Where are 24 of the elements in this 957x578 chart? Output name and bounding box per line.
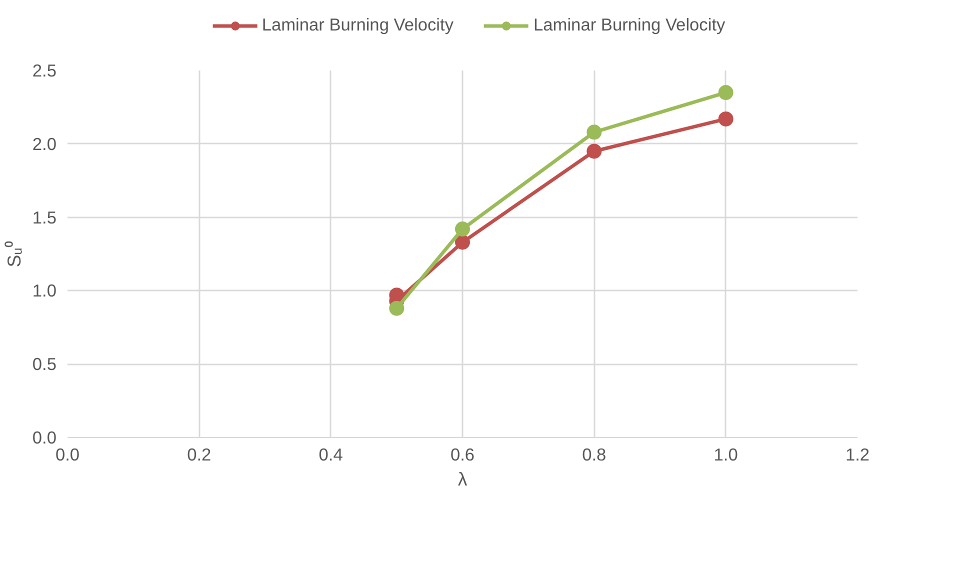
point	[389, 300, 404, 316]
y-tick-label: 1.0	[32, 280, 57, 301]
legend-label: Laminar Burning Velocity	[262, 14, 454, 36]
point	[586, 144, 602, 159]
x-tick-label: 0.8	[582, 444, 606, 464]
point	[718, 85, 734, 100]
x-tick-label: 0.0	[55, 444, 80, 464]
x-tick-label: 0.2	[187, 444, 212, 464]
x-tick-label: 1.0	[714, 444, 738, 464]
point	[455, 234, 470, 250]
y-tick-label: 2.0	[32, 134, 57, 154]
y-tick-label: 1.5	[32, 207, 57, 228]
y-tick-label: 2.5	[32, 60, 57, 80]
y-axis-title: Sᵤ⁰	[3, 240, 24, 268]
x-tick-label: 0.6	[450, 444, 475, 464]
legend-label: Laminar Burning Velocity	[534, 14, 726, 36]
x-axis-title: λ	[458, 468, 468, 490]
y-tick-label: 0.0	[32, 428, 57, 448]
y-tick-label: 0.5	[32, 354, 57, 374]
point	[586, 124, 602, 140]
x-tick-label: 0.4	[318, 444, 344, 464]
point	[718, 111, 734, 126]
point	[455, 222, 470, 237]
x-tick-label: 1.2	[845, 444, 870, 464]
